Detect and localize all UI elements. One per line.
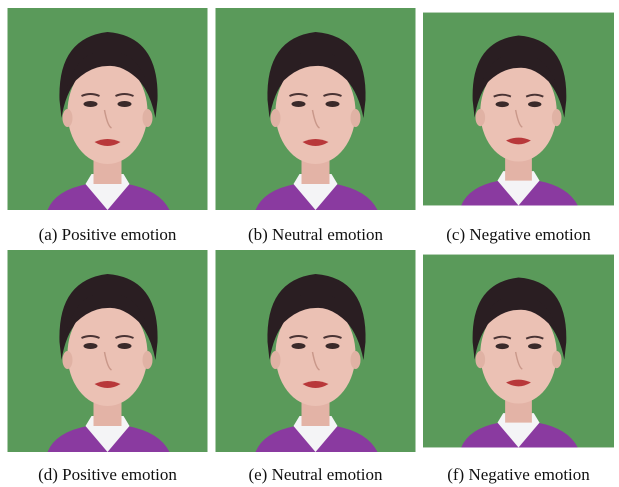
caption: (e) Neutral emotion <box>248 465 383 484</box>
caption: (a) Positive emotion <box>39 225 177 244</box>
photo <box>8 8 208 210</box>
caption: (f) Negative emotion <box>447 465 590 484</box>
caption: (b) Neutral emotion <box>248 225 384 244</box>
photo <box>216 250 416 452</box>
caption: (c) Negative emotion <box>446 225 591 244</box>
photo <box>8 250 208 452</box>
caption: (d) Positive emotion <box>38 465 177 484</box>
photo <box>423 255 614 448</box>
photo <box>423 13 614 206</box>
figure: (a) Positive emotion (b) Neutral emotion (… <box>0 0 619 487</box>
photo <box>216 8 416 210</box>
